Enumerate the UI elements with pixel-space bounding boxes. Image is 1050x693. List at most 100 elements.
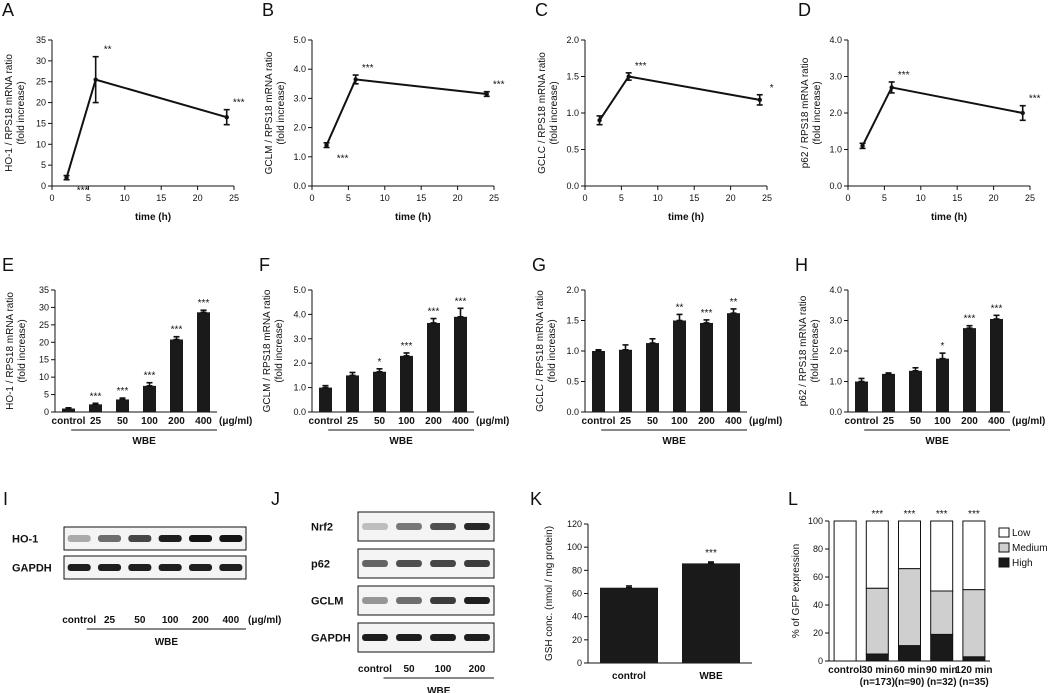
panel-l-n-label: (n=32) — [927, 677, 957, 688]
panel-i-lane-label: 50 — [134, 615, 146, 626]
panel-a-y-tick-label: 0 — [41, 181, 46, 191]
panel-l: L 0 20 40 60 80 100 % of GFP expression control *… — [788, 489, 1048, 688]
panel-g-y-label: GCLC / RPS18 mRNA ratio — [535, 290, 546, 412]
panel-a-y-tick-label: 25 — [36, 77, 46, 87]
panel-k-bar — [682, 563, 740, 663]
panel-c-y-tick-label: 0.0 — [566, 181, 579, 191]
panel-g-category-label: 100 — [671, 416, 688, 427]
panel-j-band — [396, 523, 422, 530]
panel-i-band — [67, 535, 91, 542]
panel-j-row-label: GAPDH — [311, 633, 351, 645]
panel-h-wbe-label: WBE — [925, 436, 949, 447]
panel-k-bar — [600, 587, 658, 663]
panel-e-significance: *** — [90, 391, 102, 402]
panel-h-y-tick-label: 0.0 — [829, 407, 842, 417]
panel-e-significance: *** — [144, 371, 156, 382]
panel-h-significance: * — [941, 341, 945, 352]
panel-e-category-label: control — [52, 416, 86, 427]
panel-h-bar — [855, 381, 868, 412]
panel-f-bar — [373, 371, 386, 412]
panel-c-x-tick-label: 15 — [689, 193, 699, 203]
panel-a-y-label: HO-1 / RPS18 mRNA ratio — [4, 54, 15, 172]
panel-e-bar — [197, 312, 210, 412]
panel-l-significance: *** — [936, 509, 948, 520]
panel-k-y-label: GSH conc. (nmol / mg protein) — [544, 526, 555, 661]
panel-h-category-label: 200 — [961, 416, 978, 427]
panel-l-bar-segment-low — [898, 520, 921, 570]
panel-a-x-tick-label: 25 — [229, 193, 239, 203]
panel-k-y-tick-label: 120 — [567, 519, 582, 529]
panel-i-band — [128, 535, 152, 542]
panel-d-x-tick-label: 15 — [952, 193, 962, 203]
panel-l-bar-segment-low — [930, 520, 954, 592]
panel-d-data-point — [1020, 110, 1025, 116]
panel-g-bar — [727, 313, 740, 412]
panel-h-y-tick-label: 3.0 — [829, 316, 842, 326]
panel-c-x-tick-label: 20 — [726, 193, 736, 203]
panel-d-letter: D — [798, 0, 811, 20]
panel-l-bar-segment-low — [833, 520, 857, 662]
panel-e-y-label-2: (fold increase) — [17, 319, 28, 382]
panel-f-category-label: 400 — [452, 416, 469, 427]
panel-l-y-label: % of GFP expression — [791, 544, 802, 638]
panel-l-legend-label: Medium — [1012, 543, 1048, 554]
panel-f-category-label: 25 — [347, 416, 359, 427]
panel-l-bar-segment-high — [865, 653, 889, 662]
panel-i-lane-label: 100 — [162, 615, 179, 626]
panel-l-significance: *** — [871, 509, 883, 520]
panel-d-y-label-2: (fold increase) — [812, 81, 823, 144]
panel-f-y-tick-label: 4.0 — [293, 309, 306, 319]
panel-i-band — [219, 564, 243, 571]
panel-l-significance: *** — [904, 509, 916, 520]
panel-a-x-tick-label: 10 — [120, 193, 130, 203]
panel-j-band — [396, 560, 422, 567]
panel-d-x-tick-label: 10 — [916, 193, 926, 203]
panel-f-y-tick-label: 1.0 — [293, 383, 306, 393]
panel-g-category-label: 50 — [647, 416, 659, 427]
panel-c-x-tick-label: 5 — [619, 193, 624, 203]
panel-i-letter: I — [3, 489, 8, 509]
panel-b-y-tick-label: 4.0 — [293, 64, 306, 74]
panel-c-y-tick-label: 0.5 — [566, 145, 579, 155]
panel-i-wbe-label: WBE — [155, 637, 179, 648]
panel-b-y-tick-label: 3.0 — [293, 93, 306, 103]
panel-h-significance: *** — [964, 314, 976, 325]
panel-i-band — [97, 564, 122, 571]
panel-g-y-tick-label: 1.5 — [566, 316, 579, 326]
panel-e-category-label: 200 — [168, 416, 185, 427]
panel-e-category-label: 25 — [90, 416, 102, 427]
panel-l-significance: *** — [968, 509, 980, 520]
panel-g-wbe-label: WBE — [662, 436, 686, 447]
panel-c-significance: * — [770, 83, 774, 94]
panel-b-x-tick-label: 20 — [453, 193, 463, 203]
panel-b-y-tick-label: 5.0 — [293, 35, 306, 45]
panel-g-y-tick-label: 1.0 — [566, 346, 579, 356]
panel-b-data-point — [353, 77, 358, 82]
panel-d-y-tick-label: 3.0 — [829, 72, 842, 82]
panel-f-significance: * — [378, 357, 382, 368]
panel-l-y-tick-label: 40 — [813, 600, 823, 610]
panel-d-y-tick-label: 0.0 — [829, 181, 842, 191]
panel-d-y-tick-label: 4.0 — [829, 35, 842, 45]
panel-g-category-label: 25 — [620, 416, 632, 427]
panel-j-band — [396, 634, 422, 641]
panel-e-unit-label: (μg/ml) — [219, 416, 252, 427]
panel-i-lane-label: 200 — [192, 615, 209, 626]
panel-e-bar — [62, 408, 75, 412]
panel-e-bar — [89, 404, 102, 412]
panel-l-bar-segment-low — [865, 520, 889, 589]
panel-g-bar — [700, 322, 713, 412]
panel-f-significance: *** — [428, 307, 440, 318]
panel-g-bar — [619, 349, 632, 412]
panel-d-data-point — [860, 143, 865, 149]
panel-f-y-tick-label: 0.0 — [293, 407, 306, 417]
panel-a-y-tick-label: 20 — [36, 98, 46, 108]
panel-e-letter: E — [2, 255, 14, 275]
panel-i-row-label: GAPDH — [12, 563, 52, 575]
panel-e-category-label: 100 — [141, 416, 158, 427]
panel-d-y-tick-label: 2.0 — [829, 108, 842, 118]
panel-b: B 0.0 1.0 2.0 3.0 4.0 5.0 0 5 10 15 20 25 time (h) GCL… — [262, 0, 505, 223]
panel-f-unit-label: (μg/ml) — [476, 416, 509, 427]
panel-d-x-label: time (h) — [931, 212, 967, 223]
